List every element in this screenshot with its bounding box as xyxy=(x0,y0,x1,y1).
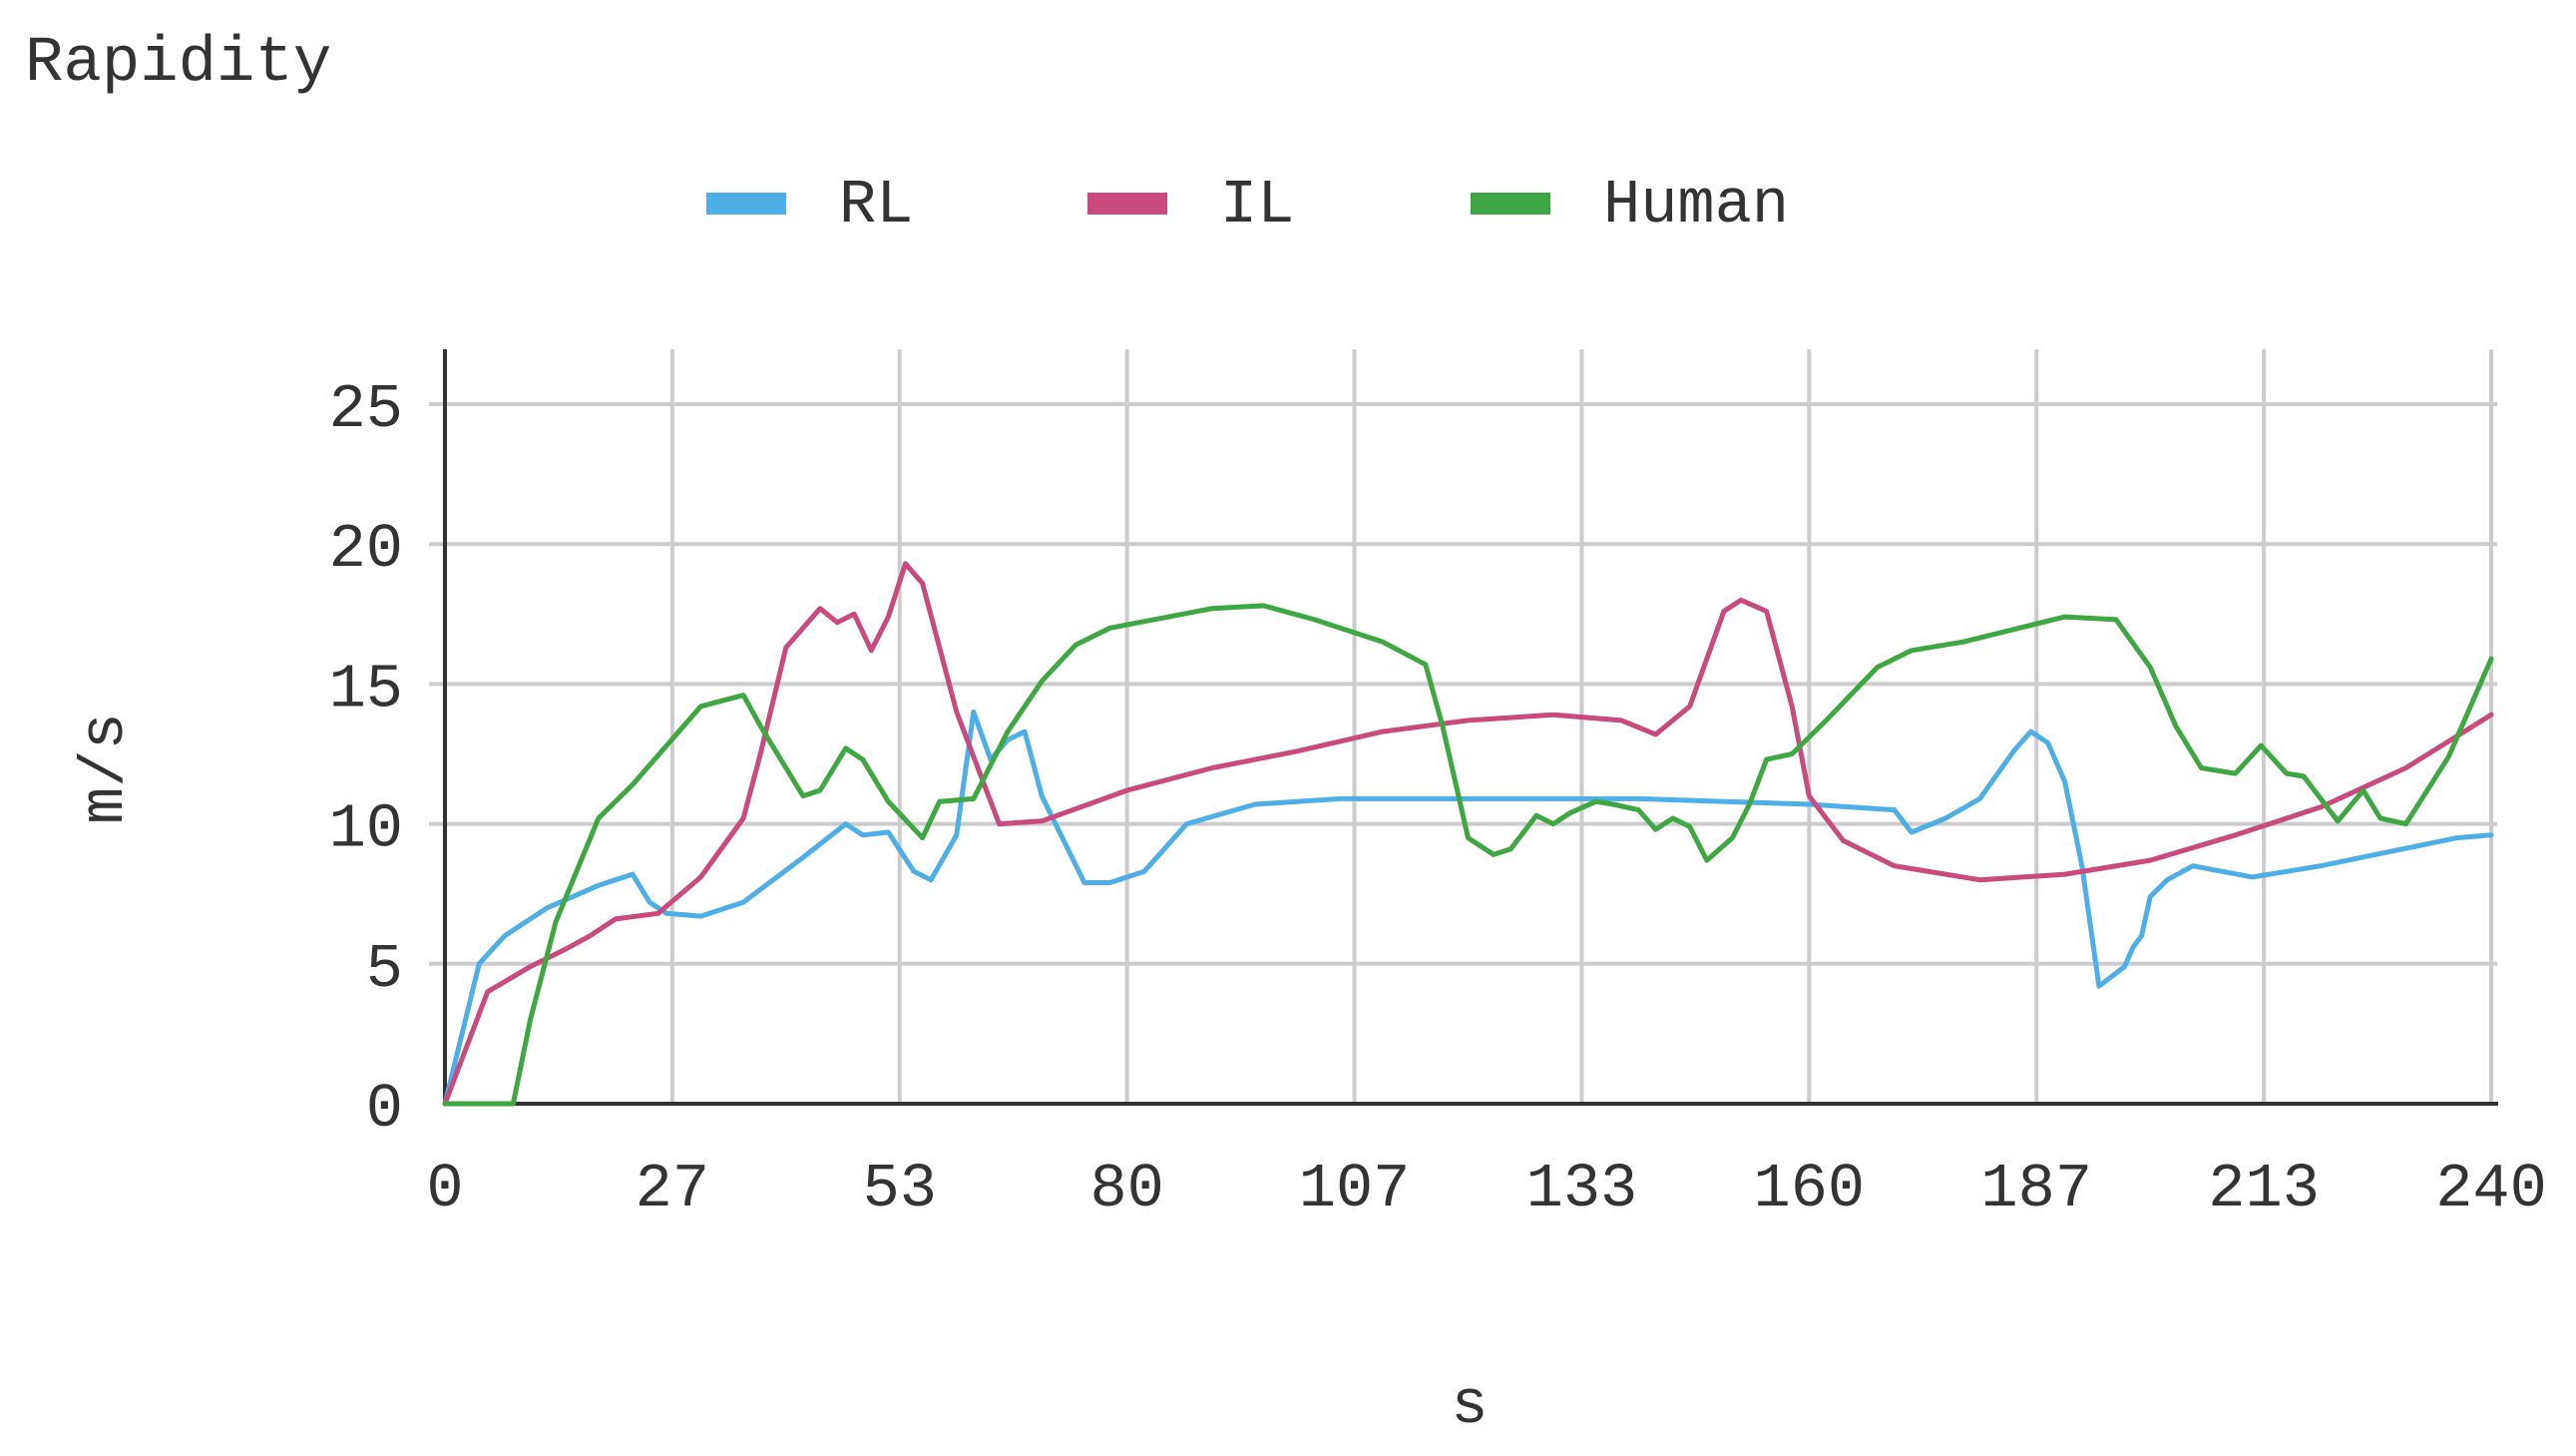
series-line-human xyxy=(442,603,2494,1107)
legend-swatch-il xyxy=(1087,193,1167,215)
x-tick-labels: 0 27 53 80 107 133 160 187 213 240 xyxy=(426,1154,2546,1224)
series-line-rl xyxy=(442,709,2494,1107)
y-tick-label: 15 xyxy=(329,654,403,725)
x-tick-label: 80 xyxy=(1089,1154,1163,1224)
axes xyxy=(443,349,2498,1106)
series-layer xyxy=(442,561,2494,1107)
x-tick-label: 213 xyxy=(2208,1154,2320,1224)
legend-swatch-rl xyxy=(706,193,786,215)
x-tick-label: 133 xyxy=(1526,1154,1638,1224)
legend-swatch-human xyxy=(1471,193,1550,215)
x-tick-label: 0 xyxy=(426,1154,463,1224)
y-tick-label: 25 xyxy=(329,374,403,445)
y-tick-label: 5 xyxy=(366,934,403,1005)
legend-label-human: Human xyxy=(1603,170,1789,241)
y-tick-label: 10 xyxy=(329,794,403,865)
x-tick-label: 160 xyxy=(1754,1154,1866,1224)
x-tick-label: 187 xyxy=(1980,1154,2092,1224)
y-tick-label: 20 xyxy=(329,514,403,585)
x-tick-label: 107 xyxy=(1299,1154,1411,1224)
series-line-il xyxy=(442,561,2494,1107)
x-axis-label: s xyxy=(1451,1370,1488,1441)
x-tick-label: 27 xyxy=(636,1154,709,1224)
legend-label-rl: RL xyxy=(839,170,913,241)
y-axis-label: m/s xyxy=(70,713,141,824)
y-tick-label: 0 xyxy=(366,1074,403,1145)
x-tick-label: 53 xyxy=(863,1154,937,1224)
grid xyxy=(429,349,2497,1104)
chart-title: Rapidity xyxy=(25,28,331,100)
legend-label-il: IL xyxy=(1220,170,1294,241)
x-tick-label: 240 xyxy=(2435,1154,2547,1224)
y-tick-labels: 0 5 10 15 20 25 xyxy=(329,374,403,1145)
legend: RL IL Human xyxy=(706,170,1789,241)
